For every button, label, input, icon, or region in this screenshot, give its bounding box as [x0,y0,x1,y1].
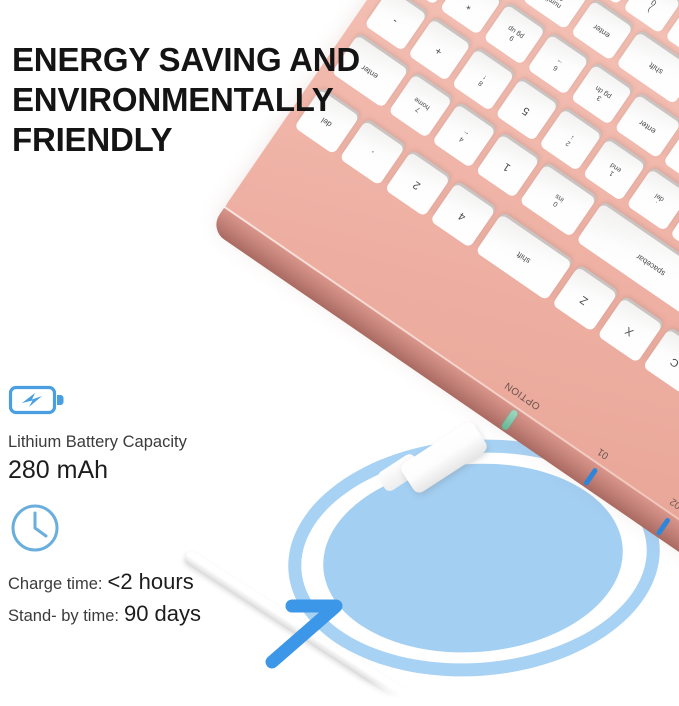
led-label-02: 02 [668,495,679,511]
option-led [500,408,519,431]
standby-time-value: 90 days [123,601,202,626]
charge-time-row: Charge time: <2 hours [8,567,201,599]
battery-text-block: Lithium Battery Capacity 280 mAh [8,430,187,486]
battery-charging-icon [8,383,187,422]
left-white-mask [0,0,186,706]
battery-capacity-label: Lithium Battery Capacity [8,433,187,451]
usb-charging-cable [150,419,570,706]
standby-time-row: Stand- by time: 90 days [8,599,201,631]
page-title: ENERGY SAVING AND ENVIRONMENTALLY FRIEND… [12,41,361,159]
standby-time-label: Stand- by time: [8,607,119,625]
pointer-arrow [262,596,354,674]
spec-battery-capacity: Lithium Battery Capacity 280 mAh [8,383,187,486]
option-label: OPTION [502,379,543,412]
charge-time-label: Charge time: [8,575,103,593]
timing-text-block: Charge time: <2 hours Stand- by time: 90… [8,567,201,631]
led-indicator-02 [655,517,671,537]
charge-time-value: <2 hours [107,569,194,594]
clock-icon [8,503,201,560]
battery-capacity-value: 280 mAh [8,456,109,484]
led-label-01: 01 [595,445,611,461]
led-indicator-01 [582,467,599,487]
spec-charge-timing: Charge time: <2 hours Stand- by time: 90… [8,503,201,631]
